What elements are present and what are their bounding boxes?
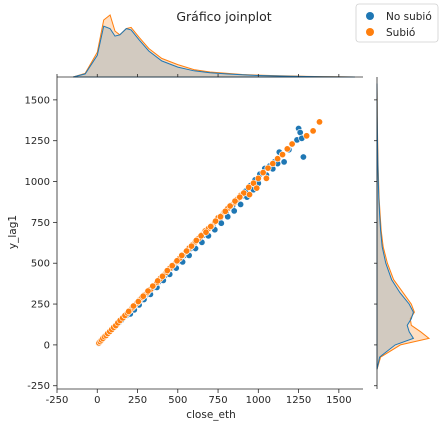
scatter-point	[173, 257, 181, 265]
x-marginal-density	[72, 14, 355, 78]
scatter-point	[221, 207, 229, 215]
x-axis-label: close_eth	[186, 409, 236, 421]
scatter-point	[188, 242, 196, 250]
scatter-point	[278, 151, 286, 159]
scatter-point	[202, 228, 210, 236]
y-tick-label: 1000	[25, 177, 50, 188]
scatter-point	[226, 202, 234, 210]
x-tick-label: 250	[128, 395, 147, 406]
scatter-point	[207, 223, 215, 231]
scatter-point	[299, 153, 307, 161]
y-axis-label: y_lag1	[7, 215, 19, 249]
scatter-point	[183, 247, 191, 255]
scatter-point	[130, 302, 138, 310]
scatter-point	[144, 287, 152, 295]
scatter-point	[303, 132, 311, 140]
scatter-point	[217, 213, 225, 221]
scatter-point	[125, 307, 133, 315]
scatter-point	[253, 184, 261, 192]
scatter-point	[250, 179, 258, 187]
legend: No subió Subió	[355, 3, 439, 43]
y-tick-label: 1500	[25, 95, 50, 106]
scatter-point	[259, 169, 267, 177]
scatter-point	[230, 207, 238, 215]
scatter-point	[283, 145, 291, 153]
scatter-point	[178, 251, 186, 259]
y-tick-label: -250	[27, 381, 50, 392]
scatter-point	[159, 272, 167, 280]
scatter-point	[315, 118, 323, 126]
scatter-point	[154, 277, 162, 285]
chart-title: Gráfico joinplot	[176, 9, 271, 24]
x-tick-label: 750	[209, 395, 228, 406]
x-tick-label: 1500	[326, 395, 351, 406]
scatter-point	[139, 292, 147, 300]
legend-marker-no-subio	[366, 12, 374, 20]
x-tick-label: 0	[94, 395, 100, 406]
legend-frame	[355, 3, 439, 43]
scatter-axes	[56, 77, 363, 390]
scatter-point	[231, 197, 239, 205]
y-density-no-subio	[376, 83, 415, 370]
legend-label-no-subio: No subió	[386, 11, 432, 23]
y-tick-label: 250	[31, 300, 50, 311]
axis-ticks: -250 0 250 500 750 1000 1250 1500 -250 0 250 500 750…	[25, 74, 378, 406]
scatter-point	[192, 236, 200, 244]
scatter-point	[237, 200, 245, 208]
x-tick-label: -250	[46, 395, 69, 406]
scatter-point	[269, 160, 277, 168]
x-tick-label: 1250	[286, 395, 311, 406]
legend-label-subio: Subió	[386, 27, 415, 39]
y-tick-label: 500	[31, 259, 50, 270]
y-tick-label: 0	[44, 340, 50, 351]
scatter-point	[288, 140, 296, 148]
scatter-point	[254, 174, 262, 182]
scatter-point	[236, 193, 244, 201]
scatter-point	[245, 183, 253, 191]
x-density-no-subio	[72, 25, 355, 78]
scatter-points	[95, 118, 323, 347]
legend-marker-subio	[366, 28, 374, 36]
scatter-point	[163, 267, 171, 275]
scatter-point	[262, 174, 270, 182]
scatter-point	[274, 155, 282, 163]
scatter-point	[309, 127, 317, 135]
y-tick-label: 1250	[25, 136, 50, 147]
scatter-point	[280, 158, 288, 166]
scatter-point	[168, 262, 176, 270]
scatter-point	[149, 282, 157, 290]
x-tick-label: 1000	[246, 395, 271, 406]
scatter-point	[264, 164, 272, 172]
scatter-point	[197, 232, 205, 240]
scatter-point	[134, 298, 142, 306]
scatter-point	[212, 217, 220, 225]
scatter-point	[296, 129, 304, 137]
scatter-point	[246, 191, 254, 199]
y-marginal-density	[376, 83, 431, 370]
y-tick-label: 750	[31, 218, 50, 229]
x-tick-label: 500	[168, 395, 187, 406]
